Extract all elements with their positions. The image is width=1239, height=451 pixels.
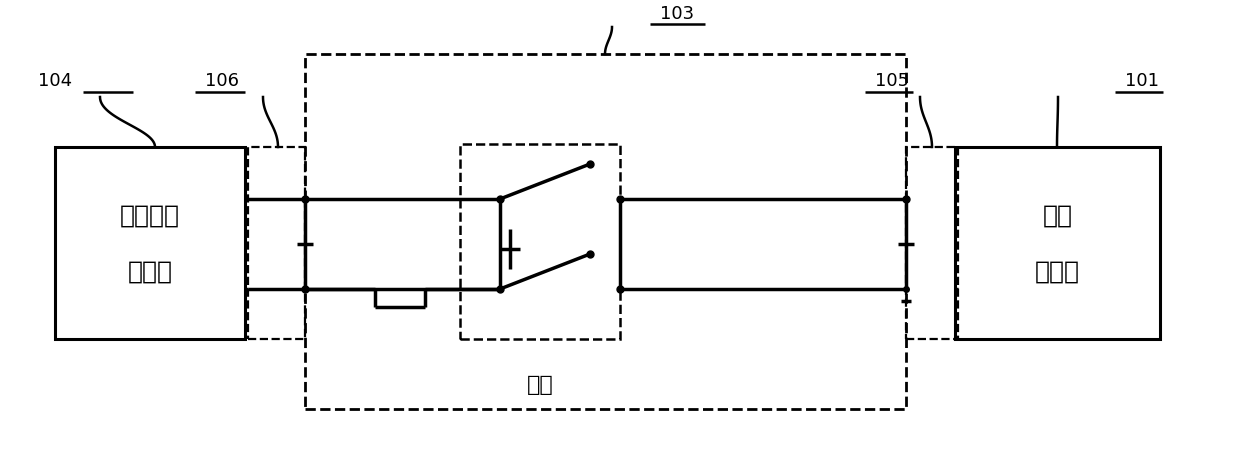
Text: 低压: 低压	[1042, 203, 1073, 227]
Bar	[906, 147, 958, 339]
Text: 开关: 开关	[527, 374, 554, 394]
Bar	[955, 147, 1160, 339]
Bar	[55, 147, 245, 339]
Text: 充电机: 充电机	[128, 259, 172, 283]
Text: 105: 105	[875, 72, 909, 90]
Bar	[460, 145, 620, 339]
Bar	[305, 55, 906, 409]
Bar	[248, 147, 305, 339]
Text: 106: 106	[204, 72, 239, 90]
Text: 101: 101	[1125, 72, 1158, 90]
Text: 104: 104	[38, 72, 72, 90]
Text: 直流源: 直流源	[1035, 259, 1080, 283]
Text: 待测车载: 待测车载	[120, 203, 180, 227]
Text: 103: 103	[660, 5, 694, 23]
